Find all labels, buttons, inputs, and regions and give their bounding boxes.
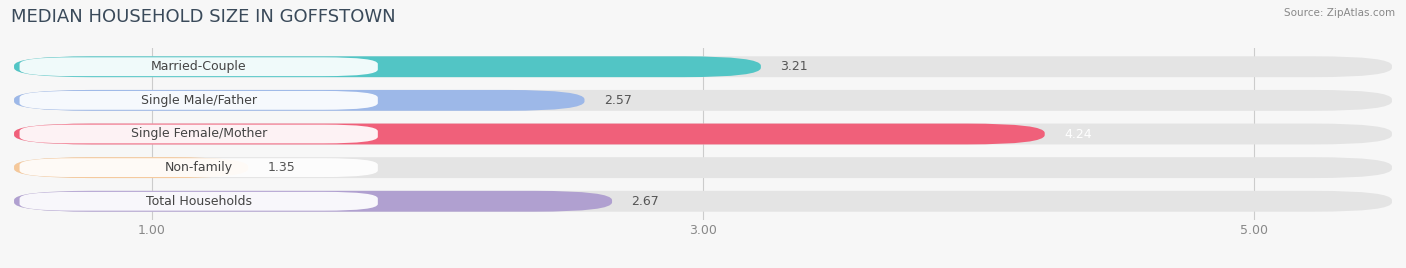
FancyBboxPatch shape	[20, 125, 378, 143]
Text: 4.24: 4.24	[1064, 128, 1091, 140]
FancyBboxPatch shape	[20, 57, 378, 76]
FancyBboxPatch shape	[14, 124, 1045, 144]
FancyBboxPatch shape	[14, 90, 1392, 111]
FancyBboxPatch shape	[14, 157, 249, 178]
Text: Source: ZipAtlas.com: Source: ZipAtlas.com	[1284, 8, 1395, 18]
FancyBboxPatch shape	[20, 158, 378, 177]
FancyBboxPatch shape	[14, 56, 761, 77]
Text: 2.57: 2.57	[603, 94, 631, 107]
Text: Total Households: Total Households	[146, 195, 252, 208]
Text: Married-Couple: Married-Couple	[150, 60, 246, 73]
Text: Non-family: Non-family	[165, 161, 233, 174]
Text: Single Male/Father: Single Male/Father	[141, 94, 257, 107]
FancyBboxPatch shape	[14, 157, 1392, 178]
FancyBboxPatch shape	[20, 91, 378, 110]
FancyBboxPatch shape	[14, 191, 612, 212]
Text: 3.21: 3.21	[780, 60, 808, 73]
Text: 2.67: 2.67	[631, 195, 659, 208]
Text: Single Female/Mother: Single Female/Mother	[131, 128, 267, 140]
FancyBboxPatch shape	[14, 124, 1392, 144]
FancyBboxPatch shape	[14, 90, 585, 111]
FancyBboxPatch shape	[20, 192, 378, 211]
Text: MEDIAN HOUSEHOLD SIZE IN GOFFSTOWN: MEDIAN HOUSEHOLD SIZE IN GOFFSTOWN	[11, 8, 396, 26]
Text: 1.35: 1.35	[267, 161, 295, 174]
FancyBboxPatch shape	[14, 56, 1392, 77]
FancyBboxPatch shape	[14, 191, 1392, 212]
